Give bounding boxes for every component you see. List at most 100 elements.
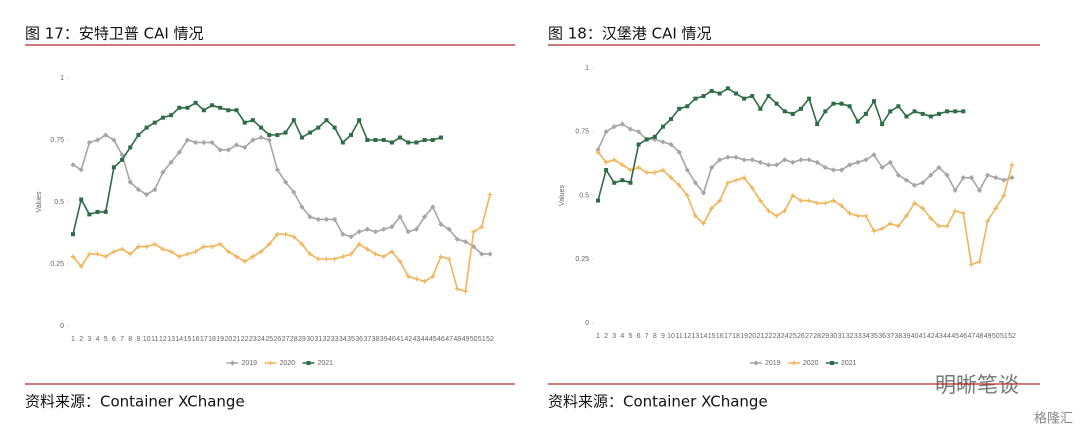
point bbox=[660, 167, 666, 173]
point bbox=[725, 86, 730, 91]
x-tick-label: 2 bbox=[79, 336, 83, 343]
x-tick-label: 49 bbox=[984, 333, 992, 340]
point bbox=[741, 157, 747, 163]
series-line bbox=[72, 194, 491, 293]
point bbox=[95, 251, 100, 257]
point bbox=[373, 251, 378, 257]
point bbox=[414, 276, 419, 282]
point bbox=[169, 113, 174, 118]
point bbox=[78, 167, 84, 173]
point bbox=[733, 177, 739, 183]
point bbox=[604, 168, 609, 172]
point bbox=[920, 111, 925, 116]
point bbox=[976, 187, 983, 193]
x-tick-label: 18 bbox=[732, 333, 740, 340]
point bbox=[152, 187, 158, 193]
point bbox=[111, 137, 117, 143]
x-tick-label: 3 bbox=[612, 333, 616, 340]
x-tick-label: 50 bbox=[470, 336, 478, 343]
point bbox=[790, 111, 795, 116]
point bbox=[725, 154, 731, 160]
y-tick-label: 0 bbox=[585, 320, 589, 327]
point bbox=[904, 213, 909, 219]
point bbox=[275, 231, 280, 237]
point bbox=[438, 221, 444, 227]
point bbox=[201, 244, 207, 250]
point bbox=[709, 205, 715, 211]
x-tick-label: 26 bbox=[797, 333, 805, 340]
point bbox=[693, 213, 698, 219]
point bbox=[86, 139, 92, 146]
point bbox=[381, 254, 387, 259]
point bbox=[676, 149, 682, 155]
point bbox=[880, 122, 885, 127]
point bbox=[701, 221, 706, 226]
x-tick-label: 14 bbox=[175, 336, 183, 343]
series-line bbox=[597, 87, 964, 201]
point bbox=[855, 213, 861, 219]
point bbox=[406, 140, 411, 145]
x-tick-label: 31 bbox=[838, 333, 846, 340]
point bbox=[152, 241, 158, 247]
point bbox=[742, 96, 747, 101]
x-tick-label: 25 bbox=[789, 333, 797, 340]
x-tick-label: 34 bbox=[339, 336, 347, 343]
x-tick-label: 27 bbox=[282, 336, 290, 343]
x-tick-label: 9 bbox=[661, 333, 665, 340]
point bbox=[766, 208, 771, 214]
point bbox=[291, 234, 297, 240]
point bbox=[790, 193, 796, 198]
legend-marker bbox=[791, 360, 797, 366]
point bbox=[1001, 193, 1007, 198]
point bbox=[242, 120, 247, 125]
x-tick-label: 11 bbox=[151, 336, 158, 343]
x-tick-label: 40 bbox=[388, 336, 396, 343]
x-tick-label: 19 bbox=[216, 336, 224, 343]
point bbox=[250, 118, 255, 123]
source: 资料来源：Container XChange bbox=[25, 393, 245, 411]
x-tick-label: 16 bbox=[192, 336, 200, 343]
point bbox=[700, 190, 707, 196]
point bbox=[299, 241, 305, 247]
point bbox=[863, 157, 869, 163]
x-tick-label: 46 bbox=[959, 333, 967, 340]
point bbox=[266, 137, 272, 143]
point bbox=[316, 125, 321, 130]
point bbox=[652, 170, 658, 175]
legend-marker bbox=[268, 360, 273, 366]
point bbox=[307, 251, 313, 257]
point bbox=[960, 175, 966, 181]
x-tick-label: 4 bbox=[620, 333, 624, 340]
y-tick-label: 0.5 bbox=[579, 192, 589, 199]
point bbox=[823, 109, 828, 114]
point bbox=[936, 164, 942, 171]
x-tick-label: 2 bbox=[604, 333, 608, 340]
y-tick-label: 0.75 bbox=[50, 137, 64, 144]
point bbox=[177, 105, 182, 110]
point bbox=[332, 216, 338, 222]
y-tick-label: 1 bbox=[585, 65, 589, 72]
point bbox=[993, 205, 999, 211]
y-tick-label: 0.25 bbox=[50, 261, 64, 268]
y-tick-label: 1 bbox=[60, 75, 64, 82]
point bbox=[952, 208, 958, 214]
x-tick-label: 8 bbox=[128, 336, 132, 343]
point bbox=[692, 180, 699, 186]
point bbox=[701, 94, 706, 99]
point bbox=[628, 180, 633, 185]
point bbox=[1009, 175, 1015, 181]
point bbox=[839, 203, 844, 209]
x-tick-label: 22 bbox=[241, 336, 249, 343]
point bbox=[185, 105, 190, 110]
point bbox=[422, 278, 427, 284]
point bbox=[807, 96, 812, 101]
point bbox=[144, 125, 149, 130]
point bbox=[627, 126, 634, 132]
x-tick-label: 33 bbox=[331, 336, 339, 343]
point bbox=[774, 101, 779, 106]
x-tick-label: 21 bbox=[233, 336, 241, 343]
point bbox=[71, 232, 75, 237]
point bbox=[644, 170, 650, 175]
x-tick-label: 4 bbox=[96, 336, 100, 343]
